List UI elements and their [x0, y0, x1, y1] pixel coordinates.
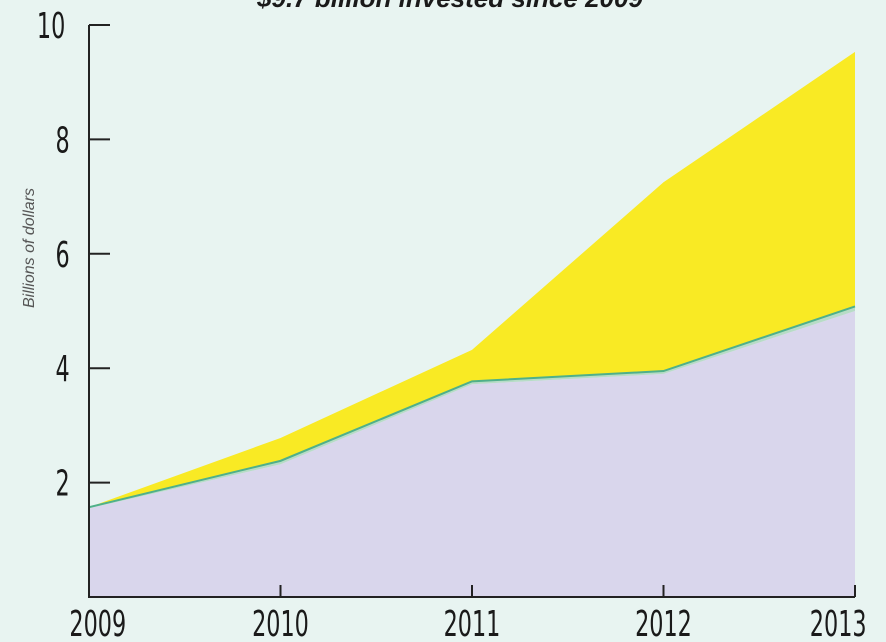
y-tick-label: 6	[55, 234, 69, 276]
x-tick-label: 2013	[810, 604, 867, 642]
x-tick-label: 2010	[252, 604, 309, 642]
x-tick-label: 2011	[444, 604, 501, 642]
chart-areas	[89, 51, 855, 597]
y-axis-label: Billions of dollars	[21, 188, 38, 308]
chart-title: $9.7 billion invested since 2009	[256, 0, 643, 13]
y-tick-label: 8	[55, 120, 69, 162]
area-series-1	[89, 311, 855, 597]
x-tick-label: 2009	[69, 604, 126, 642]
divider-lines	[88, 305, 856, 509]
y-tick-label: 2	[55, 463, 69, 505]
area-series-3	[89, 51, 855, 508]
y-tick-label: 10	[37, 6, 65, 48]
y-ticks: 2 4 6 8 10	[37, 6, 110, 505]
y-tick-label: 4	[55, 349, 69, 391]
x-tick-label: 2012	[635, 604, 692, 642]
series-2-top-line	[88, 305, 856, 509]
x-ticks: 2009 2010 2011 2012 2013	[69, 585, 867, 642]
